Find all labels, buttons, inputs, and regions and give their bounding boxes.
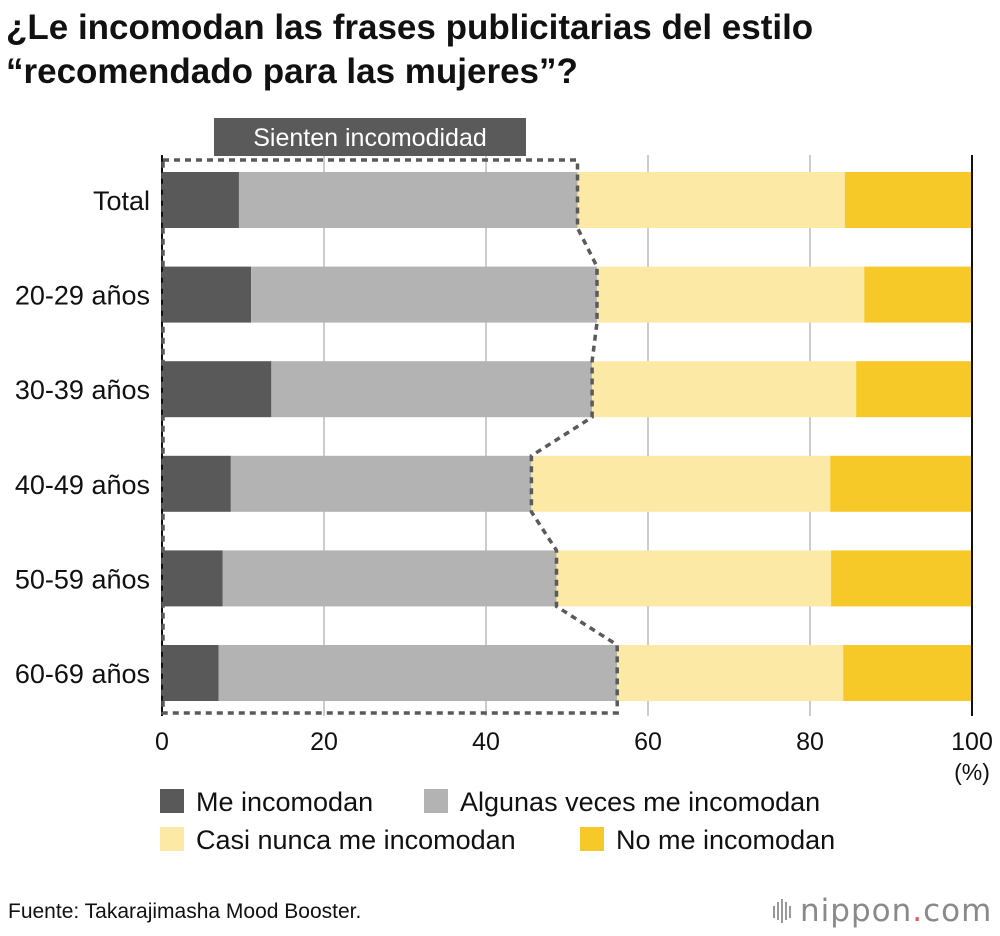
category-label-60-69-anos: 60-69 años	[15, 659, 150, 689]
bar-total-casi-nunca-me-incomodan	[577, 172, 845, 228]
stacked-bar-chart: Total 20-29 años 30-39 años 40-49 años 50-59…	[15, 118, 993, 785]
legend-label-casi-nunca: Casi nunca me incomodan	[196, 825, 516, 855]
legend-swatch-casi-nunca	[160, 827, 184, 851]
chart-title: ¿Le incomodan las frases publicitarias d…	[6, 6, 986, 94]
x-tick-label-40: 40	[472, 728, 500, 756]
bar-60-69-anos-me-incomodan	[162, 645, 219, 701]
chart-title-line-2: “recomendado para las mujeres”?	[6, 52, 578, 91]
bar-40-49-anos-algunas-veces-me-incomodan	[230, 455, 532, 512]
bar-30-39-anos-casi-nunca-me-incomodan	[592, 361, 857, 418]
bar-20-29-anos-algunas-veces-me-incomodan	[251, 266, 597, 323]
nippon-logo-mark-icon	[773, 899, 791, 923]
logo-text-dot: .	[912, 893, 924, 929]
bar-50-59-anos-algunas-veces-me-incomodan	[222, 550, 557, 607]
bar-60-69-anos-no-me-incomodan	[843, 645, 972, 701]
bar-30-39-anos-me-incomodan	[162, 361, 272, 418]
nippon-logo: nippon.com	[772, 893, 992, 929]
bar-50-59-anos-no-me-incomodan	[831, 550, 972, 607]
bar-20-29-anos-no-me-incomodan	[864, 266, 972, 323]
bar-20-29-anos-me-incomodan	[162, 266, 252, 323]
bar-total-no-me-incomodan	[844, 172, 972, 228]
x-tick-label-100: 100	[951, 728, 993, 756]
bar-40-49-anos-casi-nunca-me-incomodan	[531, 455, 831, 512]
x-tick-label-20: 20	[310, 728, 338, 756]
category-label-40-49-anos: 40-49 años	[15, 470, 150, 500]
legend-label-algunas-veces: Algunas veces me incomodan	[460, 787, 821, 817]
bar-40-49-anos-me-incomodan	[162, 455, 231, 512]
x-unit-label: (%)	[954, 759, 990, 785]
sienten-incomodidad-label: Sienten incomodidad	[253, 124, 487, 152]
bar-60-69-anos-casi-nunca-me-incomodan	[617, 645, 844, 701]
legend-swatch-no-me-incomodan	[580, 827, 604, 851]
source-note: Fuente: Takarajimasha Mood Booster.	[8, 900, 362, 923]
logo-text-tld: com	[923, 893, 993, 929]
category-label-20-29-anos: 20-29 años	[15, 281, 150, 311]
legend-label-me-incomodan: Me incomodan	[196, 787, 374, 817]
x-tick-label-80: 80	[796, 728, 824, 756]
bar-30-39-anos-no-me-incomodan	[856, 361, 972, 418]
sienten-incomodidad-label-box	[214, 118, 526, 156]
x-tick-label-60: 60	[634, 728, 662, 756]
category-label-50-59-anos: 50-59 años	[15, 564, 150, 594]
sienten-incomodidad-outline	[161, 158, 619, 715]
x-tick-label-0: 0	[155, 728, 169, 756]
bar-60-69-anos-algunas-veces-me-incomodan	[218, 645, 618, 701]
bar-40-49-anos-no-me-incomodan	[830, 455, 972, 512]
bar-total-algunas-veces-me-incomodan	[238, 172, 578, 228]
legend-label-no-me-incomodan: No me incomodan	[616, 825, 836, 855]
bar-50-59-anos-casi-nunca-me-incomodan	[556, 550, 832, 607]
bar-20-29-anos-casi-nunca-me-incomodan	[596, 266, 865, 323]
logo-text-main: nippon	[800, 893, 913, 929]
bar-50-59-anos-me-incomodan	[162, 550, 223, 607]
category-label-total: Total	[93, 186, 150, 216]
legend-swatch-me-incomodan	[160, 789, 184, 813]
legend-swatch-algunas-veces	[424, 789, 448, 813]
bar-30-39-anos-algunas-veces-me-incomodan	[271, 361, 593, 418]
chart-title-line-1: ¿Le incomodan las frases publicitarias d…	[6, 8, 814, 47]
category-label-30-39-anos: 30-39 años	[15, 375, 150, 405]
bar-total-me-incomodan	[162, 172, 239, 228]
